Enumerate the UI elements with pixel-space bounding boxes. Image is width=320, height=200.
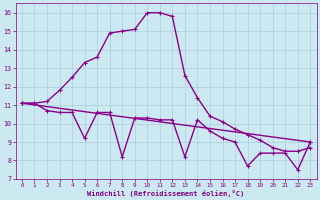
X-axis label: Windchill (Refroidissement éolien,°C): Windchill (Refroidissement éolien,°C) (87, 190, 245, 197)
